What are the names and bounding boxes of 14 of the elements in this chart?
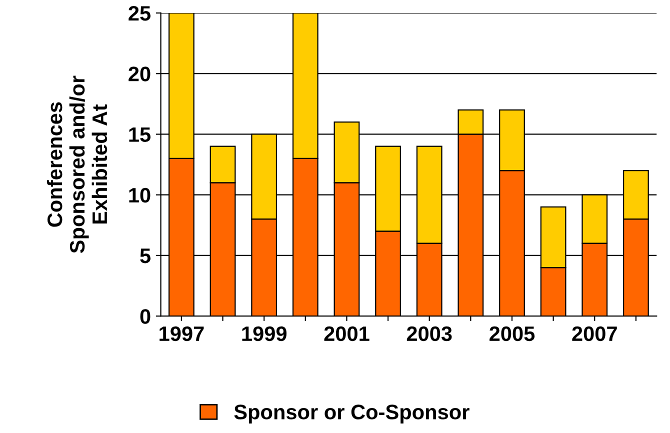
y-tick-label: 25 — [128, 6, 150, 21]
x-tick-label: 1999 — [242, 326, 286, 342]
x-tick-label: 2005 — [490, 326, 535, 342]
legend-label: Sponsor or Co-Sponsor — [234, 404, 470, 424]
y-axis-title: Conferences Sponsored and/or Exhibited At — [46, 76, 108, 254]
x-tick-label: 1997 — [160, 326, 204, 342]
x-tick-label: 2003 — [406, 326, 452, 342]
x-tick-label: 2007 — [572, 326, 617, 342]
y-tick-label: 20 — [128, 66, 150, 82]
y-tick-label: 10 — [129, 188, 150, 203]
y-tick-label: 15 — [129, 127, 150, 142]
y-tick-label: 5 — [140, 248, 150, 264]
x-tick-label: 2001 — [324, 326, 370, 342]
y-tick-label: 0 — [140, 309, 150, 324]
